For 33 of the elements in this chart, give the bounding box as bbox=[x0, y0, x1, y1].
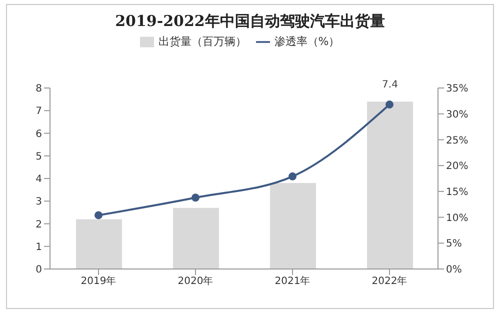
y-tick-label: 2 bbox=[36, 219, 42, 230]
y-tick-label: 3 bbox=[36, 196, 42, 208]
x-tick-label: 2021年 bbox=[274, 275, 310, 288]
y-tick-label: 7 bbox=[36, 106, 42, 118]
x-tick-label: 2020年 bbox=[178, 275, 214, 288]
y-tick-label: 8 bbox=[36, 84, 42, 95]
y2-tick-label: 20% bbox=[446, 161, 468, 172]
y2-tick-label: 35% bbox=[446, 84, 468, 95]
legend-label: 出货量（百万辆） bbox=[158, 35, 246, 48]
chart-title: 2019-2022年中国自动驾驶汽车出货量 bbox=[114, 12, 386, 31]
y-tick-label: 6 bbox=[36, 128, 42, 140]
y2-tick-label: 10% bbox=[446, 212, 468, 224]
data-label: 7.4 bbox=[382, 80, 398, 91]
x-tick-label: 2019年 bbox=[80, 275, 116, 288]
y2-tick-label: 25% bbox=[446, 135, 468, 146]
y-tick-label: 1 bbox=[36, 242, 42, 253]
y2-tick-label: 15% bbox=[446, 186, 468, 198]
y2-tick-label: 0% bbox=[446, 264, 462, 276]
y-tick-label: 0 bbox=[36, 264, 42, 276]
point bbox=[288, 172, 296, 180]
bar bbox=[367, 102, 413, 269]
bar bbox=[76, 219, 122, 269]
y2-tick-label: 5% bbox=[446, 238, 462, 250]
point bbox=[386, 100, 394, 109]
point bbox=[192, 194, 200, 202]
bar bbox=[173, 208, 219, 269]
x-tick-label: 2022年 bbox=[372, 275, 408, 288]
bar bbox=[270, 183, 316, 269]
legend-label: 渗透率（%） bbox=[274, 35, 340, 48]
y-tick-label: 5 bbox=[36, 151, 42, 162]
y2-tick-label: 30% bbox=[446, 109, 468, 120]
point bbox=[94, 211, 102, 220]
y-tick-label: 4 bbox=[36, 174, 42, 186]
